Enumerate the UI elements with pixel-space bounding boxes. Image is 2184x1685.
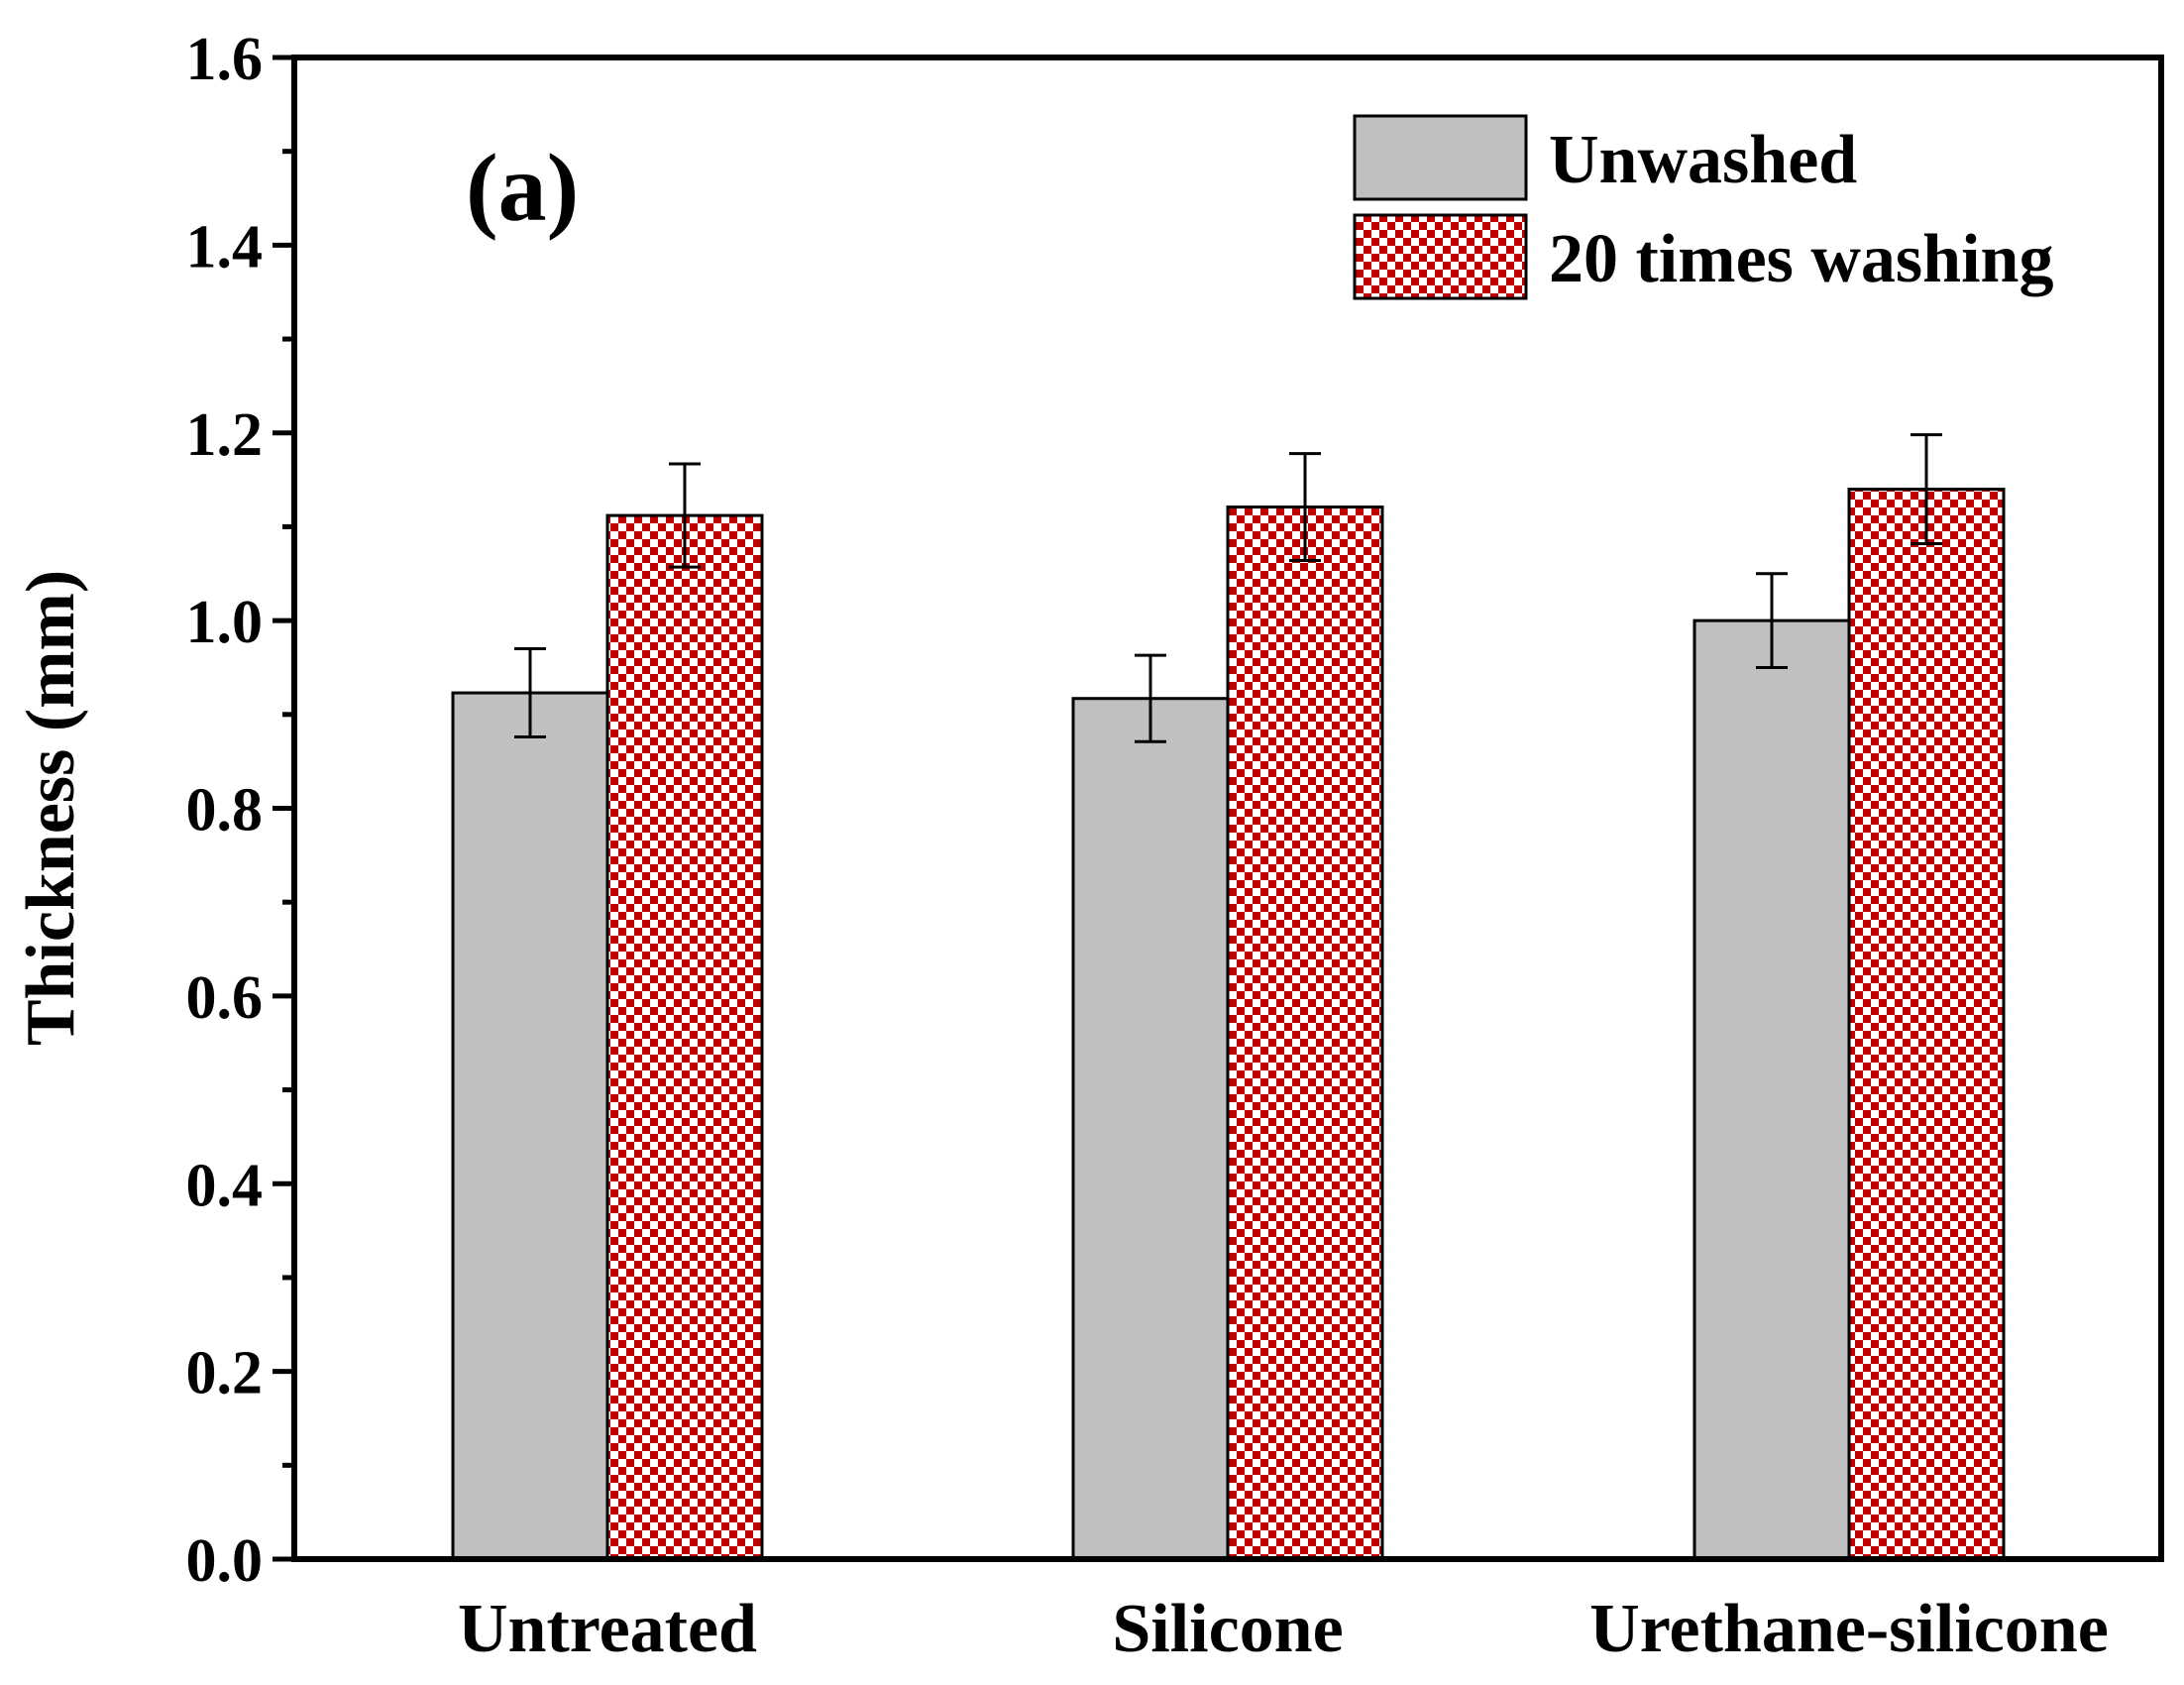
y-axis-label: Thickness (mm) xyxy=(13,570,89,1046)
legend-swatch xyxy=(1353,114,1528,201)
y-tick-label: 0.0 xyxy=(186,1527,264,1595)
bars-group xyxy=(451,488,2006,1561)
error-bars-group xyxy=(514,433,1942,743)
y-tick-label: 0.6 xyxy=(186,964,264,1032)
bar xyxy=(1847,488,2006,1561)
y-tick-label: 0.2 xyxy=(186,1340,264,1407)
y-tick-label: 1.4 xyxy=(186,213,264,281)
y-tick-label: 0.8 xyxy=(186,777,264,844)
x-tick-labels-group: Untreated Silicone Urethane-silicone xyxy=(458,1591,2109,1667)
bar xyxy=(451,691,609,1561)
bar xyxy=(1693,618,1851,1561)
y-tick-label: 1.0 xyxy=(186,589,264,656)
bar xyxy=(1071,697,1230,1561)
x-tick-label: Silicone xyxy=(1112,1591,1343,1667)
legend-swatch xyxy=(1353,213,1528,300)
bar xyxy=(605,513,764,1561)
x-tick-label: Untreated xyxy=(458,1591,757,1667)
bar xyxy=(1226,506,1384,1561)
legend-label: Unwashed xyxy=(1549,122,1857,198)
panel-label: (a) xyxy=(466,135,579,242)
y-tick-label: 1.2 xyxy=(186,401,264,469)
x-tick-label: Urethane-silicone xyxy=(1589,1591,2109,1667)
legend-label: 20 times washing xyxy=(1549,221,2053,297)
y-tick-label: 0.4 xyxy=(186,1152,264,1219)
y-tick-label: 1.6 xyxy=(186,26,264,93)
y-ticks-group: 0.0 0.2 0.4 0.6 0.8 1.0 1.2 1.4 1.6 xyxy=(186,26,294,1595)
legend: Unwashed 20 times washing xyxy=(1353,114,2053,300)
